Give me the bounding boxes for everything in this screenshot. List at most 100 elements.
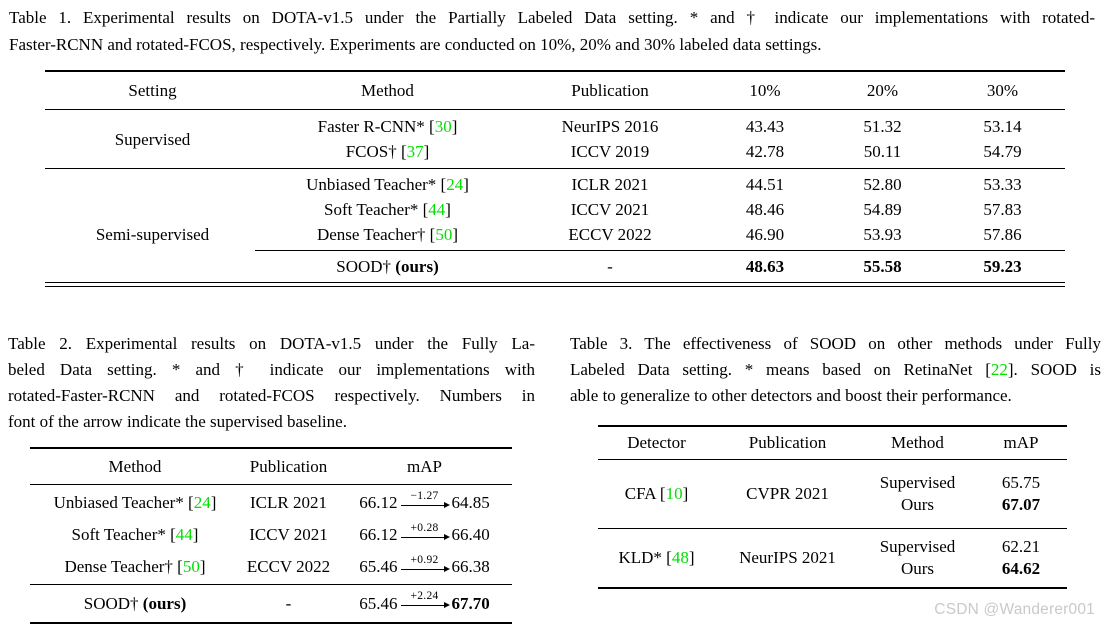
table2-top-rule [30, 447, 512, 449]
delta-label: +0.28 [410, 521, 439, 534]
table1-top-rule [45, 70, 1065, 72]
method-cell-sood: SOOD† (ours) [260, 251, 515, 282]
table2-header-method: Method [108, 457, 162, 476]
map-baseline: 66.12 [359, 493, 398, 512]
method-supervised: Supervised [879, 473, 956, 492]
method-suffix: ] [451, 117, 458, 136]
table3-caption: Table 3. The effectiveness of SOOD on ot… [570, 331, 1101, 409]
table1-partially-labeled-results: Setting Method Publication 10% 20% 30% S… [45, 70, 1065, 287]
value-10pct: 42.78 [745, 142, 785, 161]
citation-link[interactable]: 44 [175, 525, 193, 544]
table3-group-cfa: CFA [10] CVPR 2021 Supervised 65.75 Ours… [598, 460, 1067, 528]
table2-header-row: Method Publication mAP [30, 449, 512, 484]
table2-sood-row: SOOD† (ours) - 65.46 +2.24 67.70 [30, 585, 512, 622]
method-supervised: Supervised [879, 537, 956, 556]
citation-link[interactable]: 50 [182, 557, 200, 576]
method-suffix: ] [210, 493, 217, 512]
value-30pct: 57.86 [983, 225, 1022, 244]
method-ours: Ours [900, 559, 935, 578]
method-cell: Faster R-CNN* [30] [260, 114, 515, 139]
table1-header-row: Setting Method Publication 10% 20% 30% [45, 72, 1065, 109]
sood-ours: (ours) [142, 594, 187, 613]
value-10pct: 46.90 [745, 225, 785, 244]
improvement-arrow: −1.27 [400, 489, 450, 510]
map-result: 66.40 [451, 525, 490, 544]
table1-header-method: Method [361, 81, 414, 100]
method-name: Dense Teacher† [ [316, 225, 436, 244]
table1-header-20pct: 20% [866, 81, 899, 100]
table2-caption-line1: Table 2. Experimental results on DOTA-v1… [8, 334, 535, 353]
method-suffix: ] [463, 175, 469, 194]
citation-link[interactable]: 37 [406, 142, 424, 161]
value-10pct: 48.63 [745, 257, 785, 276]
table3-header-publication: Publication [748, 433, 827, 452]
map-supervised: 62.21 [1001, 537, 1041, 556]
right-arrow-icon [400, 565, 450, 574]
improvement-arrow: +0.28 [400, 521, 450, 542]
table1-caption: Table 1. Experimental results on DOTA-v1… [9, 4, 1095, 58]
setting-label-supervised: Supervised [114, 129, 191, 149]
method-cell: Dense Teacher† [50] [30, 551, 240, 583]
citation-link[interactable]: 44 [428, 200, 446, 219]
detector-cell: CFA [10] [598, 483, 715, 505]
table3-caption-line2: Labeled Data setting. * means based on R… [570, 357, 1101, 383]
citation-link[interactable]: 24 [193, 493, 211, 512]
map-supervised: 65.75 [1001, 473, 1041, 492]
table3-header-detector: Detector [627, 433, 686, 452]
publication-cell: ICLR 2021 [250, 493, 327, 512]
table1-caption-line2: Faster-RCNN and rotated-FCOS, respective… [9, 35, 822, 54]
citation-link[interactable]: 30 [434, 117, 452, 136]
publication-cell: ICCV 2019 [570, 142, 650, 161]
citation-link[interactable]: 50 [435, 225, 453, 244]
table3-group-rule [598, 528, 1067, 529]
table2-bottom-rule [30, 622, 512, 624]
table1-partial-rule [255, 250, 1065, 251]
value-20pct: 50.11 [863, 142, 902, 161]
value-20pct: 54.89 [863, 200, 902, 219]
setting-label-semisupervised: Semi-supervised [95, 225, 210, 244]
value-10pct: 44.51 [745, 175, 785, 194]
method-suffix: ] [192, 525, 199, 544]
citation-link[interactable]: 48 [671, 548, 689, 567]
table2-caption-line2: beled Data setting. * and † indicate our… [8, 360, 535, 379]
citation-link[interactable]: 22 [990, 360, 1008, 379]
map-baseline: 65.46 [359, 594, 398, 613]
publication-cell: NeurIPS 2021 [739, 548, 836, 567]
table3-header-rule [598, 459, 1067, 460]
sood-name: SOOD† [83, 594, 143, 613]
value-30pct: 53.14 [983, 117, 1022, 136]
table3-caption-line3: able to generalize to other detectors an… [570, 386, 1012, 405]
method-suffix: ] [423, 142, 430, 161]
method-cell: Unbiased Teacher* [24] [30, 487, 240, 519]
delta-label: +0.92 [410, 553, 439, 566]
citation-link[interactable]: 24 [446, 175, 464, 194]
table2-header-rule [30, 484, 512, 485]
table2-header-publication: Publication [249, 457, 328, 476]
table1-supervised-section: Supervised Faster R-CNN* [30] NeurIPS 20… [45, 110, 1065, 168]
detector-name: CFA [ [624, 484, 666, 503]
method-name: FCOS† [ [345, 142, 407, 161]
csdn-watermark: CSDN @Wanderer001 [934, 601, 1095, 618]
citation-link[interactable]: 10 [665, 484, 683, 503]
method-name: Dense Teacher† [ [64, 557, 183, 576]
value-10pct: 43.43 [745, 117, 785, 136]
table2-header-map: mAP [407, 457, 442, 476]
value-30pct: 57.83 [983, 200, 1022, 219]
value-30pct: 54.79 [983, 142, 1022, 161]
detector-suffix: ] [682, 484, 689, 503]
table2-section-rule [30, 584, 512, 585]
detector-cell: KLD* [48] [598, 547, 715, 569]
delta-label: −1.27 [410, 489, 439, 502]
table2-fully-labeled-results: Method Publication mAP Unbiased Teacher*… [30, 447, 512, 624]
table2-caption-line4: font of the arrow indicate the supervise… [8, 412, 347, 431]
sood-name: SOOD† [336, 257, 396, 276]
method-suffix: ] [199, 557, 206, 576]
value-20pct: 53.93 [863, 225, 902, 244]
right-arrow-icon [400, 533, 450, 542]
table3-top-rule [598, 425, 1067, 427]
method-ours: Ours [900, 495, 935, 514]
method-cell: Soft Teacher* [44] [260, 197, 515, 222]
publication-cell: CVPR 2021 [746, 484, 829, 503]
improvement-arrow: +0.92 [400, 553, 450, 574]
table1-header-rule [45, 109, 1065, 110]
